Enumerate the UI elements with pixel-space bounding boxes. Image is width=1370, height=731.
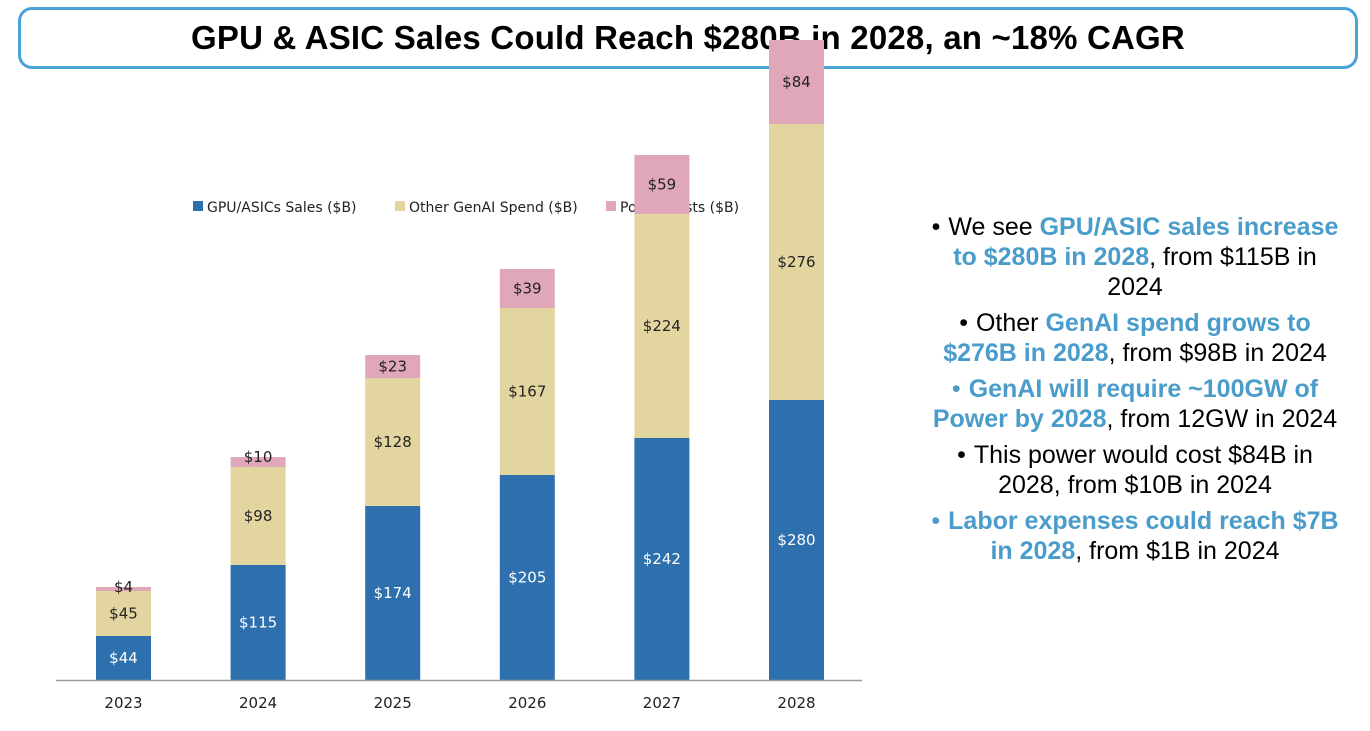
bullet-highlight: GPU/ASIC sales increase to $280B in 2028 (953, 213, 1339, 271)
data-label: $205 (508, 569, 546, 587)
bullet-dot: • (957, 441, 966, 469)
bullet-text: We see (948, 213, 1040, 241)
bar-segment (634, 155, 690, 214)
bar-segment (634, 214, 690, 438)
data-label: $45 (109, 605, 138, 623)
legend-swatch (193, 201, 203, 211)
x-tick-label: 2026 (508, 694, 546, 712)
data-label: $98 (244, 507, 273, 525)
bar-segment (769, 124, 824, 400)
data-label: $39 (513, 280, 542, 298)
bullet-item: • Labor expenses could reach $7B in 2028,… (925, 506, 1345, 566)
bar-segment (230, 565, 286, 680)
bullet-highlight: GenAI spend grows to $276B in 2028 (943, 309, 1311, 367)
bar-segment (96, 587, 151, 591)
data-label: $44 (109, 649, 138, 667)
bar-segment (769, 400, 824, 680)
legend-label: GPU/ASICs Sales ($B) (207, 200, 357, 216)
bullet-dot: • (931, 507, 941, 535)
bullet-text: Other (975, 309, 1046, 337)
x-tick-label: 2023 (104, 694, 142, 712)
data-label: $280 (777, 531, 815, 549)
x-tick-label: 2027 (643, 694, 681, 712)
bullet-item: • Other GenAI spend grows to $276B in 202… (925, 308, 1345, 368)
data-label: $23 (378, 358, 407, 376)
bullet-text: , from 12GW in 2024 (1106, 405, 1338, 433)
bar-segment (365, 378, 421, 506)
data-label: $59 (648, 176, 677, 194)
bullet-dot: • (959, 309, 968, 337)
bar-segment (499, 269, 555, 308)
data-label: $167 (508, 383, 546, 401)
bullet-item: • We see GPU/ASIC sales increase to $280B… (925, 212, 1345, 302)
bullet-item: • GenAI will require ~100GW of Power by 2… (925, 374, 1345, 434)
data-label: $10 (244, 448, 273, 466)
data-label: $128 (374, 433, 412, 451)
slide-title: GPU & ASIC Sales Could Reach $280B in 20… (191, 19, 1185, 56)
data-label: $4 (114, 578, 133, 596)
x-tick-label: 2025 (374, 694, 412, 712)
bar-segment (499, 475, 555, 680)
bullet-item: • This power would cost $84B in 2028, fro… (925, 440, 1345, 500)
data-label: $84 (782, 73, 811, 91)
data-label: $242 (643, 550, 681, 568)
bullet-text: , from $115B in 2024 (1107, 243, 1317, 301)
legend-label: Other GenAI Spend ($B) (409, 200, 578, 216)
bullet-dot: • (931, 213, 941, 241)
bar-segment (96, 636, 151, 680)
bullet-text: , from $98B in 2024 (1108, 339, 1327, 367)
bullet-text: , from $1B in 2024 (1075, 537, 1280, 565)
x-tick-label: 2024 (239, 694, 277, 712)
data-label: $276 (777, 253, 815, 271)
title-box: GPU & ASIC Sales Could Reach $280B in 20… (18, 7, 1358, 69)
legend-swatch (395, 201, 405, 211)
bullet-highlight: Labor expenses could reach $7B in 2028 (948, 507, 1339, 565)
legend-swatch (606, 201, 616, 211)
bar-segment (365, 355, 421, 378)
bar-segment (499, 308, 555, 475)
bar-segment (769, 40, 824, 124)
bullet-text: This power would cost $84B in 2028, from… (973, 441, 1313, 499)
bullet-list: • We see GPU/ASIC sales increase to $280B… (925, 212, 1345, 572)
bar-segment (230, 467, 286, 565)
bullet-dot: • (951, 375, 961, 403)
bar-segment (96, 591, 151, 636)
data-label: $115 (239, 614, 277, 632)
x-tick-label: 2028 (777, 694, 815, 712)
bar-segment (634, 438, 690, 680)
bar-segment (365, 506, 421, 680)
data-label: $174 (374, 584, 412, 602)
data-label: $224 (643, 317, 681, 335)
stacked-bar-chart: GPU/ASICs Sales ($B) Other GenAI Spend ($… (56, 40, 862, 712)
bullet-highlight: GenAI will require ~100GW of Power by 20… (932, 375, 1319, 433)
bar-segment (230, 457, 286, 467)
